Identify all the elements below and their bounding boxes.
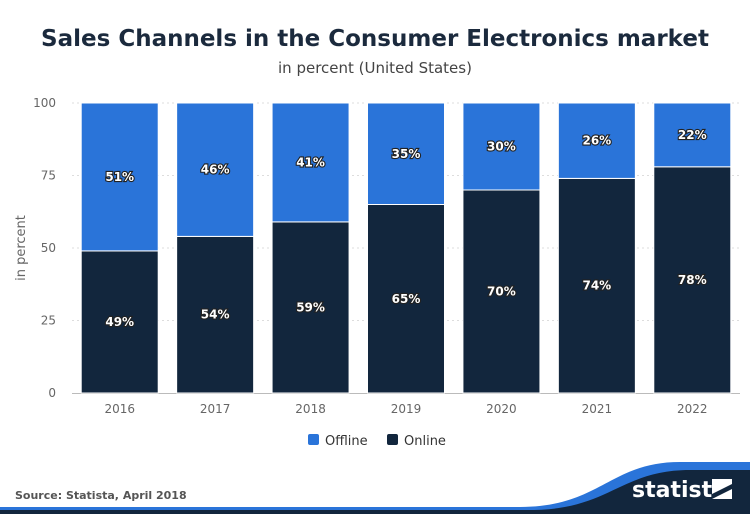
source-note: Source: Statista, April 2018 [15, 489, 187, 502]
bar-online-2016[interactable] [80, 250, 159, 394]
bar-offline-2020[interactable] [462, 102, 541, 191]
x-tick-label: 2019 [391, 402, 422, 416]
x-tick-label: 2018 [295, 402, 326, 416]
legend-item-offline[interactable]: Offline [308, 434, 368, 449]
legend-label: Offline [325, 434, 368, 449]
bar-offline-2018[interactable] [271, 102, 350, 223]
bar-online-2021[interactable] [557, 177, 636, 394]
x-tick-label: 2021 [582, 402, 613, 416]
y-tick-label: 100 [33, 96, 56, 110]
data-label: 22% [678, 128, 707, 142]
data-label: 46% [201, 163, 230, 177]
data-label: 30% [487, 140, 516, 154]
data-label: 70% [487, 285, 516, 299]
data-label: 49% [105, 315, 134, 329]
y-tick-label: 0 [48, 386, 56, 400]
footer-wave [0, 470, 750, 514]
bar-offline-2016[interactable] [80, 102, 159, 252]
bar-offline-2022[interactable] [653, 102, 732, 168]
data-label: 35% [392, 147, 421, 161]
data-label: 51% [105, 170, 134, 184]
bar-online-2020[interactable] [462, 189, 541, 394]
bar-offline-2021[interactable] [557, 102, 636, 179]
bar-online-2019[interactable] [367, 204, 445, 394]
y-tick-label: 75 [41, 169, 56, 183]
data-label: 54% [201, 308, 230, 322]
statista-logo: statista [632, 478, 727, 503]
y-tick-label: 25 [41, 314, 56, 328]
bar-offline-2017[interactable] [176, 102, 255, 237]
legend-label: Online [404, 434, 446, 449]
data-label: 78% [678, 273, 707, 287]
x-tick-label: 2017 [200, 402, 231, 416]
bar-offline-2019[interactable] [367, 102, 445, 205]
data-label: 41% [296, 155, 325, 169]
data-label: 74% [582, 279, 611, 293]
legend-swatch [308, 434, 319, 445]
x-tick-label: 2022 [677, 402, 708, 416]
x-tick-label: 2020 [486, 402, 517, 416]
statista-logo-icon [712, 479, 732, 499]
x-tick-label: 2016 [104, 402, 135, 416]
chart-title: Sales Channels in the Consumer Electroni… [41, 26, 709, 52]
data-label: 65% [392, 292, 421, 306]
y-tick-label: 50 [41, 241, 56, 255]
legend-item-online[interactable]: Online [387, 434, 446, 449]
y-axis-label: in percent [14, 215, 29, 281]
bar-online-2018[interactable] [271, 221, 350, 394]
bar-online-2022[interactable] [653, 166, 732, 394]
bar-online-2017[interactable] [176, 235, 255, 394]
chart-subtitle: in percent (United States) [278, 59, 472, 77]
data-label: 59% [296, 300, 325, 314]
legend-swatch [387, 434, 398, 445]
data-label: 26% [582, 134, 611, 148]
